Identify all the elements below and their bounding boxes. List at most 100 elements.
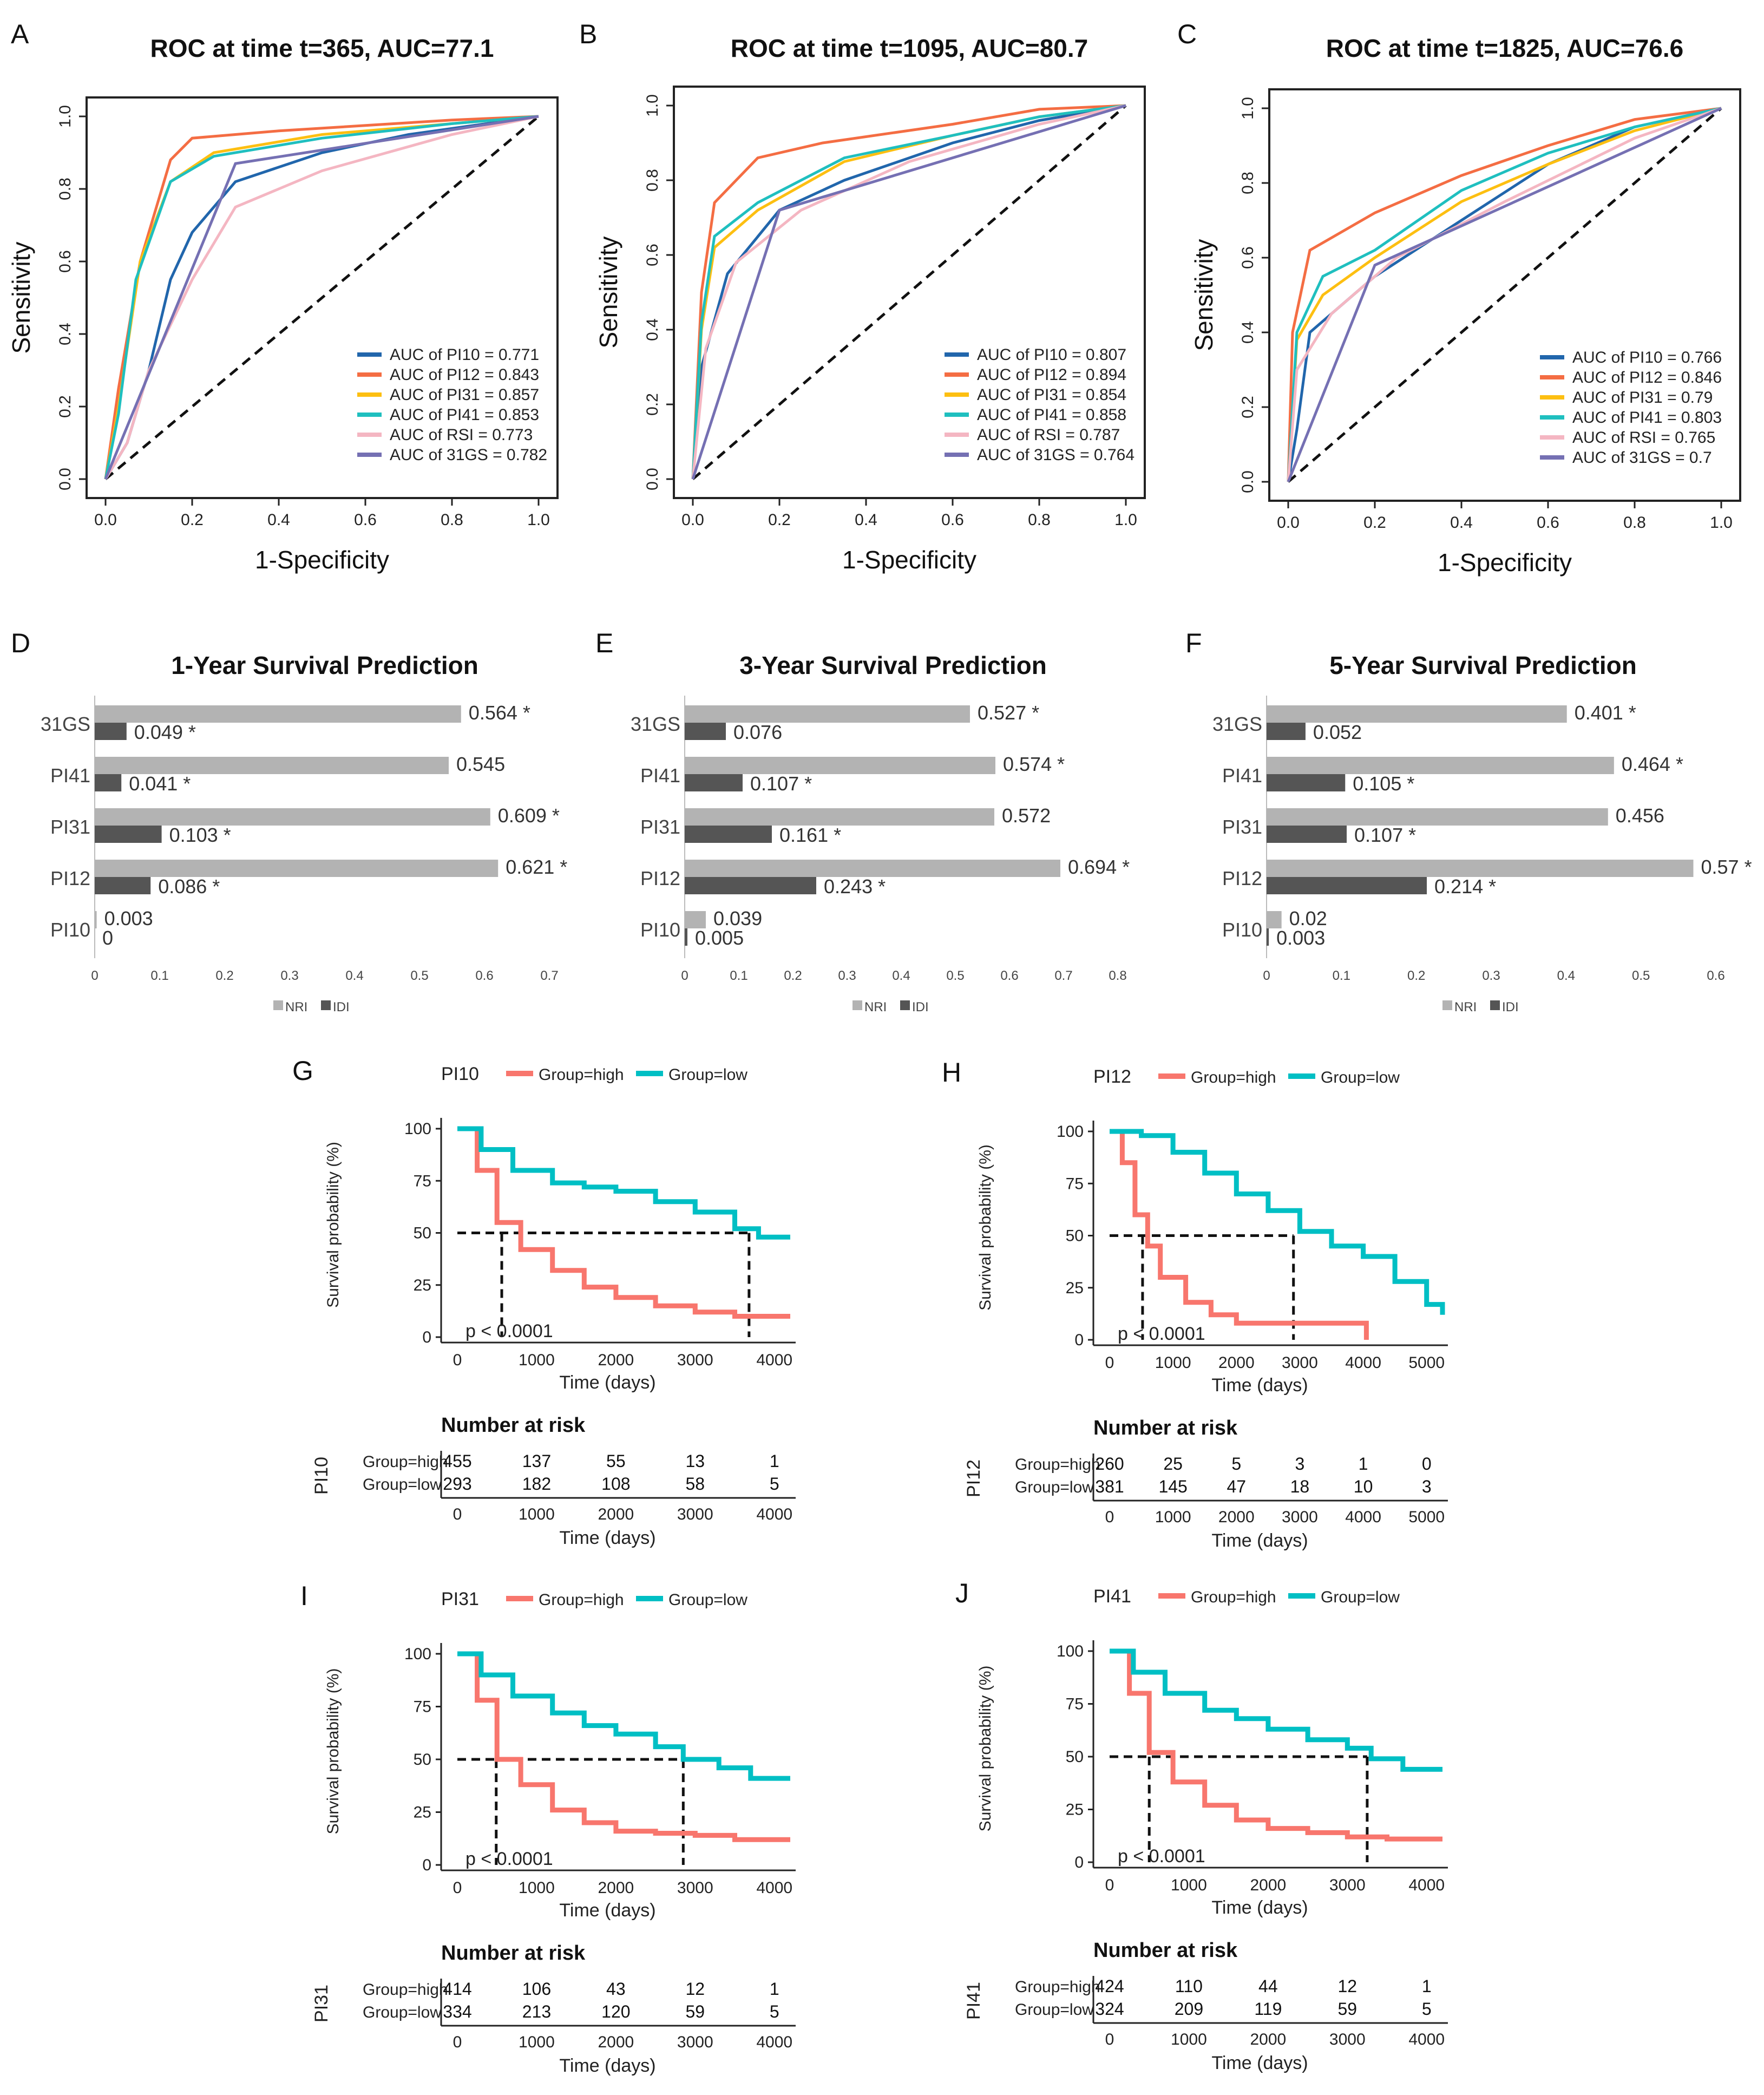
risk-value-high: 137 [522,1451,551,1471]
x-tick-label: 0.4 [855,511,877,529]
legend-label-nri: NRI [864,1000,887,1014]
category-label: PI12 [640,867,680,889]
category-label: 31GS [631,713,680,735]
y-axis-title: Survival probability (%) [976,1144,994,1311]
risk-row-label-low: Group=low [363,2004,442,2021]
risk-value-high: 25 [1163,1454,1183,1474]
y-tick-label: 0.6 [1239,246,1257,269]
nri-value-label: 0.57 * [1701,856,1752,878]
roc-curve-pi41 [691,104,1126,480]
risk-value-low: 58 [685,1474,705,1494]
risk-table-strata: PI12 [963,1459,984,1497]
roc-curve-rsi [1287,107,1722,482]
y-tick-label: 0.0 [1239,470,1257,493]
legend-label: AUC of PI10 = 0.766 [1572,349,1722,366]
y-tick-label: 1.0 [56,105,74,128]
strata-title: PI12 [1093,1066,1131,1087]
x-tick-label: 0.1 [1333,968,1350,983]
risk-value-high: 1 [1422,1976,1432,1996]
idi-value-label: 0.107 * [750,772,812,795]
bar-title: 1-Year Survival Prediction [171,651,478,679]
risk-table-title: Number at risk [441,1414,586,1437]
risk-value-low: 47 [1227,1477,1246,1496]
y-tick-label: 0 [422,1856,431,1874]
p-value: p < 0.0001 [465,1321,553,1341]
risk-value-high: 424 [1095,1976,1124,1996]
legend-label: AUC of PI41 = 0.803 [1572,409,1722,427]
y-axis-title: Sensitivity [594,236,622,348]
category-label: 31GS [1212,713,1262,735]
category-label: PI10 [50,919,90,941]
legend-label-idi: IDI [912,1000,929,1014]
idi-value-label: 0.105 * [1353,772,1414,795]
y-tick-label: 50 [414,1751,431,1769]
x-tick-label: 0.4 [267,511,290,529]
legend-label-nri: NRI [285,1000,307,1014]
risk-value-high: 3 [1295,1454,1305,1474]
risk-x-tick-label: 3000 [677,1505,713,1523]
risk-value-low: 5 [1422,1999,1432,2019]
x-tick-label: 3000 [677,1879,713,1897]
idi-bar [95,774,122,791]
risk-value-low: 213 [522,2002,551,2021]
risk-row-label-high: Group=high [363,1981,448,1999]
x-tick-label: 1000 [519,1351,555,1369]
risk-table-strata: PI31 [311,1985,332,2022]
legend-label-high: Group=high [539,1591,624,1609]
x-tick-label: 0.2 [181,511,204,529]
risk-value-high: 13 [685,1451,705,1471]
idi-bar [685,774,743,791]
x-tick-label: 0.5 [946,968,964,983]
km-curve-low [457,1126,790,1240]
idi-bar [1267,877,1427,894]
roc-curve-pi41 [104,115,539,480]
x-tick-label: 0.7 [1054,968,1072,983]
x-tick-label: 0.4 [1450,514,1473,532]
x-tick-label: 0.4 [892,968,910,983]
idi-value-label: 0.107 * [1354,824,1416,846]
y-tick-label: 0.8 [644,169,661,192]
nri-bar [1267,860,1694,877]
bar-panel-D: D 1-Year Survival Prediction 31GS 0.564 * 0.… [11,628,567,1014]
x-tick-label: 2000 [598,1879,634,1897]
risk-value-high: 55 [606,1451,626,1471]
legend-label-idi: IDI [1502,1000,1519,1014]
y-tick-label: 0.6 [644,244,661,266]
legend-label-low: Group=low [1321,1588,1400,1606]
y-tick-label: 75 [414,1698,431,1716]
x-tick-label: 2000 [1250,1876,1286,1894]
nri-bar [95,808,490,826]
roc-curve-pi12 [1287,107,1722,482]
risk-x-tick-label: 1000 [1155,1508,1191,1526]
category-label: PI41 [640,764,680,787]
x-tick-label: 0.7 [540,968,558,983]
risk-value-high: 5 [1231,1454,1241,1474]
nri-bar [95,911,97,928]
x-tick-label: 0.4 [1557,968,1575,983]
category-label: 31GS [41,713,90,735]
panel-letter: A [11,19,29,49]
risk-value-low: 5 [770,1474,779,1494]
y-tick-label: 0.2 [644,393,661,416]
risk-value-high: 455 [443,1451,471,1471]
nri-value-label: 0.02 [1289,907,1327,929]
x-tick-label: 4000 [1408,1876,1445,1894]
category-label: PI41 [1222,764,1262,787]
risk-table-title: Number at risk [1093,1417,1238,1439]
category-label: PI10 [640,919,680,941]
nri-value-label: 0.574 * [1003,753,1065,775]
x-tick-label: 0 [91,968,98,983]
x-tick-label: 1000 [1171,1876,1207,1894]
x-tick-label: 0.3 [838,968,856,983]
legend-label: AUC of PI41 = 0.853 [390,406,539,424]
x-tick-label: 0.3 [280,968,298,983]
roc-curve-31gs [691,104,1126,480]
legend-label-low: Group=low [668,1591,747,1609]
roc-panel-A: A ROC at time t=365, AUC=77.1 0.0 0.0 0.2 0.2… [7,19,559,574]
roc-panel-C: C ROC at time t=1825, AUC=76.6 0.0 0.0 0.2 0.… [1177,19,1741,577]
risk-x-tick-label: 0 [453,1505,462,1523]
y-tick-label: 0 [422,1328,431,1346]
x-tick-label: 2000 [598,1351,634,1369]
y-tick-label: 100 [404,1645,431,1663]
